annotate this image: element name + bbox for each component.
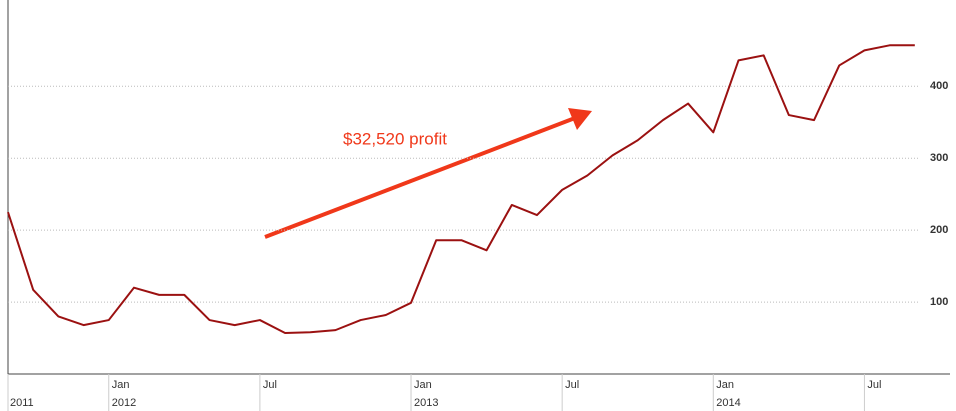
- x-tick-label: Jan: [414, 379, 432, 391]
- x-tick-label: Jul: [263, 379, 277, 391]
- x-tick-label: Jan: [112, 379, 130, 391]
- annotation: $32,520 profit: [343, 129, 447, 148]
- y-tick-label: 200: [930, 224, 948, 236]
- x-tick-year: 2012: [112, 397, 136, 409]
- x-tick-label: Jul: [565, 379, 579, 391]
- y-tick-label: 300: [930, 152, 948, 164]
- y-tick-label: 400: [930, 80, 948, 92]
- x-tick-label: Jan: [716, 379, 734, 391]
- x-tick-label: Jul: [867, 379, 881, 391]
- price-line: [7, 44, 915, 335]
- x-tick-year: 2011: [10, 397, 34, 409]
- y-tick-label: 100: [930, 296, 948, 308]
- arrow-shaft: [264, 116, 576, 239]
- arrow-head: [568, 108, 592, 130]
- x-tick-year: 2014: [716, 397, 740, 409]
- x-tick-year: 2013: [414, 397, 438, 409]
